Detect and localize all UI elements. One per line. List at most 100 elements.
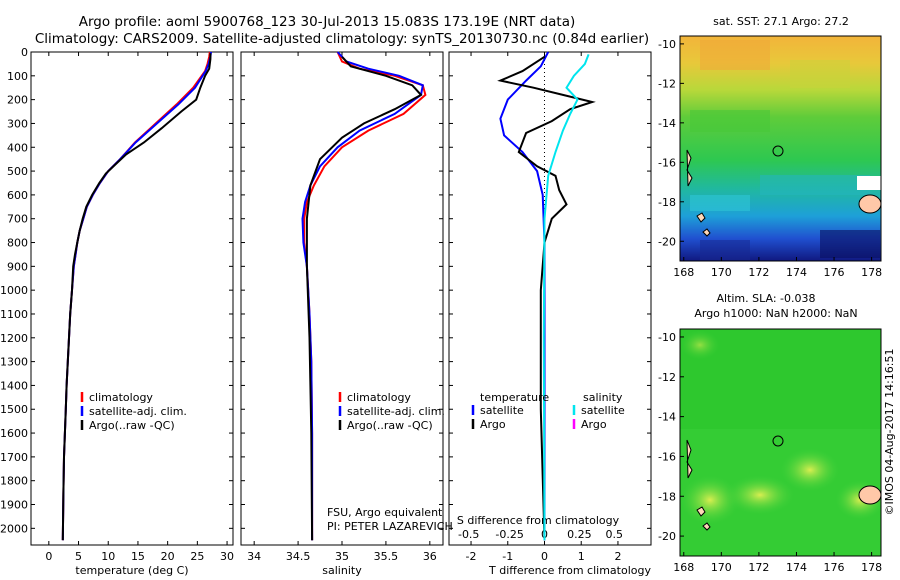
x-tick-label: 20 — [161, 550, 175, 563]
y-tick-label: -16 — [658, 156, 676, 169]
y-tick-label: -12 — [658, 77, 676, 90]
island — [858, 485, 881, 505]
legend-entry: satellite — [480, 404, 524, 417]
legend-entry: climatology — [89, 391, 153, 404]
y-tick-label: 100 — [7, 70, 28, 83]
x-tick-label: 15 — [131, 550, 145, 563]
sst-map: sat. SST: 27.1 Argo: 27.2 168 170 172 174 17… — [658, 15, 882, 279]
y-tick-label: 1300 — [0, 356, 28, 369]
figure-title-line1: Argo profile: aoml 5900768_123 30-Jul-20… — [79, 14, 576, 30]
series-line — [303, 51, 427, 541]
x-tick-label: 174 — [786, 266, 807, 279]
x-tick-label: 34 — [247, 550, 261, 563]
island — [686, 439, 693, 479]
y-tick-label: -18 — [658, 196, 676, 209]
differences-panel: -2 -1 0 1 2T difference from climatology -0.5… — [448, 51, 652, 577]
sla-map-title-line2: Argo h1000: NaN h2000: NaN — [694, 307, 857, 320]
y-tick-label: 1700 — [0, 451, 28, 464]
x-tick-label: 170 — [711, 266, 732, 279]
x-tick-label: 36 — [423, 550, 437, 563]
salinity-axes-frame — [240, 51, 444, 546]
y-tick-label: 1900 — [0, 499, 28, 512]
s-tick-label: -0.25 — [495, 528, 523, 541]
x-tick-label: 168 — [673, 266, 694, 279]
x-tick-label: 0 — [45, 550, 52, 563]
series-line — [305, 56, 423, 541]
x-tick-label: 178 — [861, 266, 882, 279]
x-tick-label: 1 — [578, 550, 585, 563]
x-tick-label: 25 — [190, 550, 204, 563]
y-tick-label: 1100 — [0, 308, 28, 321]
y-tick-label: -16 — [658, 450, 676, 463]
y-tick-label: 400 — [7, 141, 28, 154]
s-tick-label: 0.5 — [606, 528, 624, 541]
legend-entry: Argo(..raw -QC) — [347, 419, 433, 432]
legend-entry: Argo(..raw -QC) — [89, 419, 175, 432]
figure-title-line2: Climatology: CARS2009. Satellite-adjuste… — [35, 31, 649, 47]
x-tick-label: 168 — [673, 561, 694, 574]
y-tick-label: -10 — [658, 38, 676, 51]
series-line — [542, 54, 590, 541]
temperature-xlabel: temperature (deg C) — [75, 564, 188, 577]
y-tick-label: -10 — [658, 331, 676, 344]
legend-entry: satellite — [581, 404, 625, 417]
y-tick-label: -14 — [658, 117, 676, 130]
x-tick-label: 170 — [711, 561, 732, 574]
island — [696, 506, 711, 531]
x-tick-label: 35.5 — [374, 550, 399, 563]
x-tick-label: 5 — [75, 550, 82, 563]
legend-entry: Argo — [480, 418, 506, 431]
legend-entry: satellite-adj. clim. — [89, 405, 187, 418]
s-tick-label: 0.25 — [567, 528, 592, 541]
legend-entry: satellite-adj. clim. — [347, 405, 445, 418]
series-line — [61, 51, 211, 541]
x-tick-label: 34.5 — [286, 550, 311, 563]
y-tick-label: 1600 — [0, 427, 28, 440]
legend-title-temperature: temperature — [480, 391, 549, 404]
y-tick-label: 900 — [7, 260, 28, 273]
sla-map: Altim. SLA: -0.038 Argo h1000: NaN h2000… — [658, 292, 882, 574]
sst-map-title: sat. SST: 27.1 Argo: 27.2 — [713, 15, 849, 28]
y-tick-label: -14 — [658, 411, 676, 424]
x-tick-label: 174 — [786, 561, 807, 574]
x-tick-label: -1 — [502, 550, 513, 563]
differences-axes-frame — [448, 51, 652, 546]
y-tick-label: -12 — [658, 371, 676, 384]
differences-xlabel: T difference from climatology — [488, 564, 651, 577]
x-tick-label: 35 — [335, 550, 349, 563]
x-tick-label: 172 — [748, 561, 769, 574]
x-tick-label: 176 — [824, 266, 845, 279]
sla-map-title-line1: Altim. SLA: -0.038 — [716, 292, 815, 305]
y-tick-label: 2000 — [0, 522, 28, 535]
s-tick-label: -0.5 — [458, 528, 479, 541]
x-tick-label: -2 — [466, 550, 477, 563]
legend-title-salinity: salinity — [583, 391, 623, 404]
y-tick-label: 500 — [7, 165, 28, 178]
y-tick-label: -20 — [658, 235, 676, 248]
legend-entry: Argo — [581, 418, 607, 431]
y-tick-label: 700 — [7, 213, 28, 226]
y-tick-label: 800 — [7, 237, 28, 250]
y-tick-label: -18 — [658, 490, 676, 503]
argo-position-marker — [772, 145, 784, 157]
island — [858, 194, 881, 214]
timestamp-stamp: ©IMOS 04-Aug-2017 14:16:51 — [883, 349, 896, 516]
salinity-panel: 34 34.5 35 35.5 36 salinity climatologysatelli… — [240, 51, 453, 577]
s-diff-label: S difference from climatology — [457, 514, 620, 527]
y-tick-label: 600 — [7, 189, 28, 202]
island — [686, 149, 693, 187]
temperature-panel: 0100200300400500600700800900100011001200… — [0, 46, 234, 577]
y-tick-label: 1000 — [0, 284, 28, 297]
salinity-xlabel: salinity — [322, 564, 362, 577]
y-tick-label: 0 — [21, 46, 28, 59]
temperature-axes-frame — [30, 51, 234, 546]
series-line — [61, 51, 212, 541]
x-tick-label: 30 — [220, 550, 234, 563]
series-line — [497, 55, 596, 541]
series-line — [61, 53, 212, 541]
x-tick-label: 2 — [614, 550, 621, 563]
annotation: FSU, Argo equivalent — [327, 506, 443, 519]
y-tick-label: -20 — [658, 530, 676, 543]
y-tick-label: 1400 — [0, 379, 28, 392]
x-tick-label: 178 — [861, 561, 882, 574]
